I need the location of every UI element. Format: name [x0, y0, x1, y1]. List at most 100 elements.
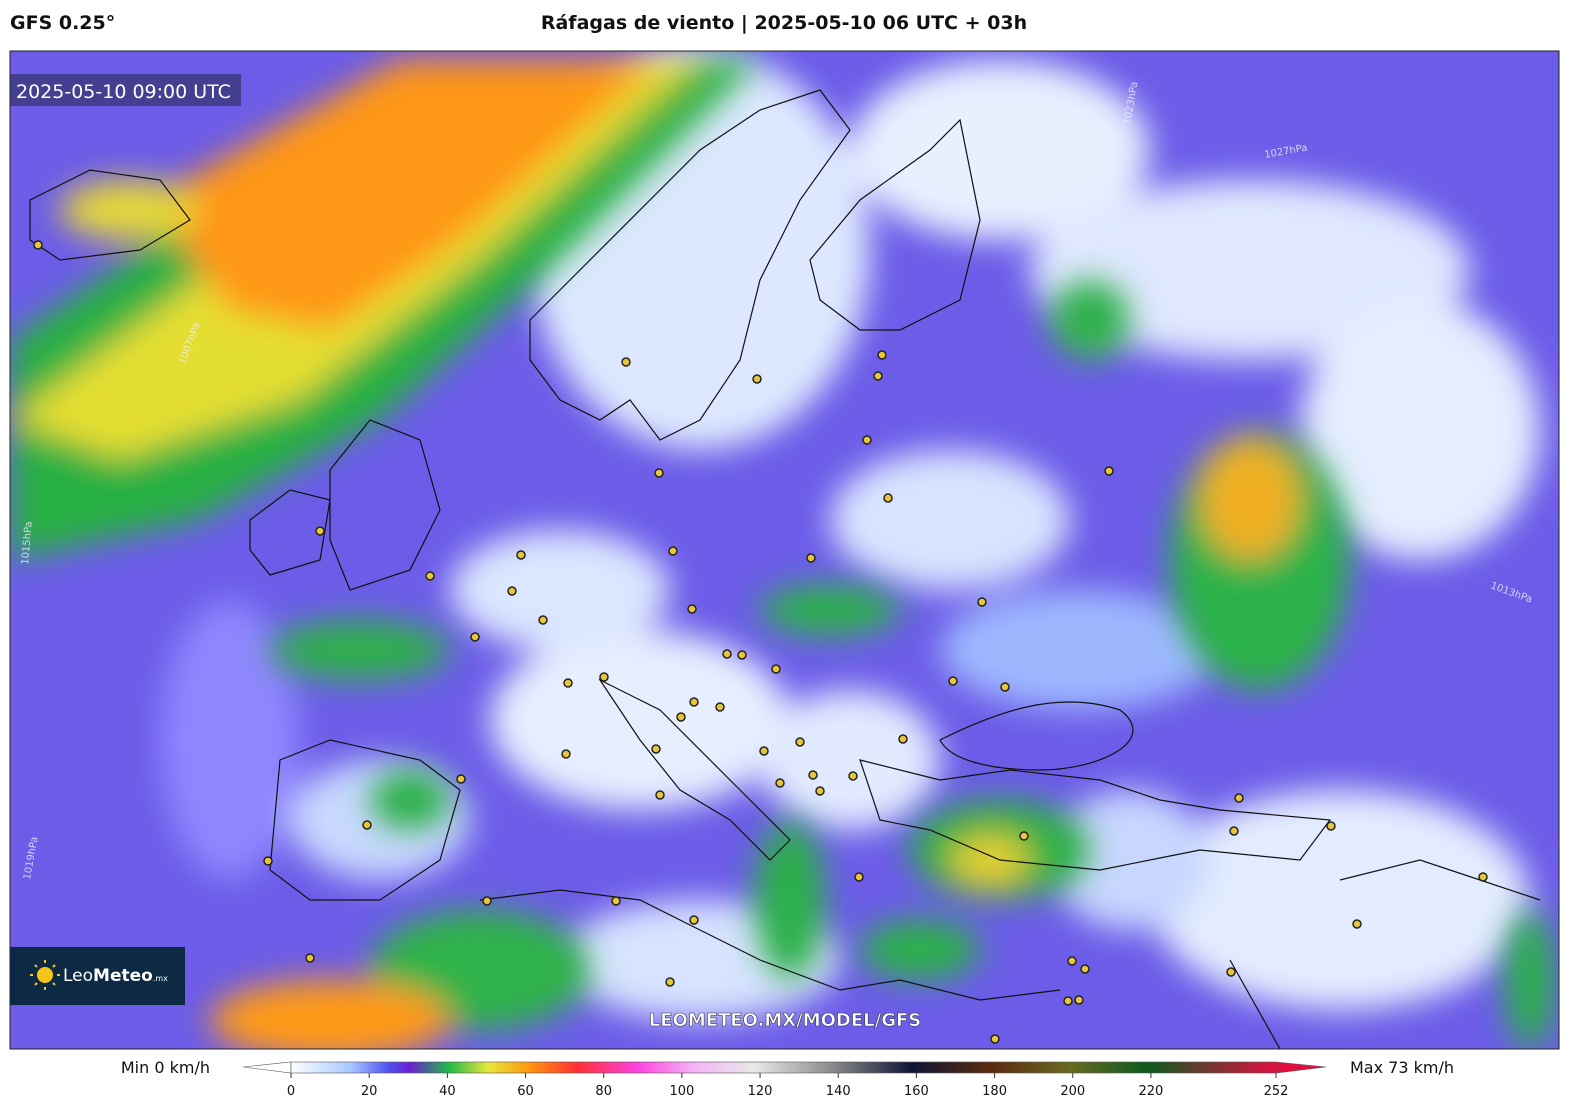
colorbar-tick-label: 140	[826, 1084, 851, 1098]
city-marker	[775, 778, 785, 788]
logo-light: Leo	[63, 966, 93, 986]
colorbar-tick-label: 220	[1139, 1084, 1164, 1098]
city-marker	[977, 597, 987, 607]
city-marker	[1229, 826, 1239, 836]
city-marker	[1478, 872, 1488, 882]
city-marker	[771, 664, 781, 674]
coastlines	[29, 89, 1541, 1049]
colorbar-tick-label: 20	[361, 1084, 378, 1098]
city-marker	[715, 702, 725, 712]
city-marker	[470, 632, 480, 642]
colorbar-tick-label: 0	[287, 1084, 295, 1098]
colorbar-high-extend	[1275, 1061, 1327, 1074]
isobar-label: 1015hPa	[20, 521, 35, 565]
city-marker	[516, 550, 526, 560]
city-marker	[877, 350, 887, 360]
city-marker	[676, 712, 686, 722]
city-marker	[538, 615, 548, 625]
city-marker	[1234, 793, 1244, 803]
logo-sun	[37, 967, 53, 983]
colorbar-tick-label: 100	[669, 1084, 694, 1098]
city-marker	[315, 526, 325, 536]
city-marker	[687, 604, 697, 614]
valid-time: 2025-05-10 09:00 UTC	[16, 81, 231, 103]
city-marker	[425, 571, 435, 581]
city-marker	[507, 586, 517, 596]
city-marker	[722, 649, 732, 659]
city-marker	[1074, 995, 1084, 1005]
colorbar-min: Min 0 km/h	[121, 1058, 210, 1077]
city-marker	[305, 953, 315, 963]
city-marker	[362, 820, 372, 830]
logo-suffix: .mx	[153, 974, 168, 983]
city-marker	[1352, 919, 1362, 929]
city-marker	[737, 650, 747, 660]
city-marker	[651, 744, 661, 754]
map-title: Ráfagas de viento | 2025-05-10 06 UTC + …	[540, 12, 1028, 34]
city-marker	[611, 896, 621, 906]
city-marker	[482, 896, 492, 906]
map-field	[10, 51, 1559, 1049]
city-marker	[1000, 682, 1010, 692]
city-marker	[1019, 831, 1029, 841]
city-marker	[263, 856, 273, 866]
time-badge	[10, 74, 241, 106]
city-marker	[806, 553, 816, 563]
city-marker	[665, 977, 675, 987]
colorbar-max: Max 73 km/h	[1350, 1058, 1454, 1077]
city-marker	[621, 357, 631, 367]
colorbar-tick-label: 120	[748, 1084, 773, 1098]
city-marker	[815, 786, 825, 796]
city-marker	[883, 493, 893, 503]
logo: LeoMeteo.mx	[10, 947, 185, 1005]
map-frame	[9, 50, 1560, 1050]
city-markers	[33, 240, 1488, 1044]
city-marker	[689, 697, 699, 707]
city-marker	[689, 915, 699, 925]
colorbar: 0 20 40 60 80 100 120 140 160 180 200 220 252	[242, 1061, 1327, 1098]
city-marker	[990, 1034, 1000, 1044]
logo-text: LeoMeteo.mx	[63, 966, 168, 986]
colorbar-tick-label: 160	[904, 1084, 929, 1098]
colorbar-tick-label: 60	[517, 1084, 534, 1098]
city-marker	[752, 374, 762, 384]
city-marker	[759, 746, 769, 756]
city-marker	[456, 774, 466, 784]
city-marker	[655, 790, 665, 800]
colorbar-low-extend	[242, 1061, 292, 1074]
city-marker	[873, 371, 883, 381]
logo-bold: Meteo	[93, 966, 153, 986]
colorbar-tick-label: 40	[439, 1084, 456, 1098]
city-marker	[1067, 956, 1077, 966]
city-marker	[654, 468, 664, 478]
city-marker	[599, 672, 609, 682]
city-marker	[1080, 964, 1090, 974]
city-marker	[898, 734, 908, 744]
city-marker	[1226, 967, 1236, 977]
city-marker	[854, 872, 864, 882]
city-marker	[808, 770, 818, 780]
city-marker	[1326, 821, 1336, 831]
logo-rays	[30, 960, 60, 990]
city-marker	[795, 737, 805, 747]
colorbar-tick-label: 200	[1060, 1084, 1085, 1098]
city-marker	[1104, 466, 1114, 476]
city-marker	[862, 435, 872, 445]
colorbar-tick-label: 252	[1264, 1084, 1289, 1098]
colorbar-tick-label: 180	[982, 1084, 1007, 1098]
city-marker	[33, 240, 43, 250]
city-marker	[563, 678, 573, 688]
watermark: LEOMETEO.MX/MODEL/GFS	[649, 1010, 922, 1031]
city-marker	[948, 676, 958, 686]
city-marker	[561, 749, 571, 759]
city-marker	[668, 546, 678, 556]
city-marker	[848, 771, 858, 781]
colorbar-tick-label: 80	[595, 1084, 612, 1098]
model-label: GFS 0.25°	[10, 12, 116, 34]
colorbar-bar	[290, 1061, 1277, 1074]
city-marker	[1063, 996, 1073, 1006]
